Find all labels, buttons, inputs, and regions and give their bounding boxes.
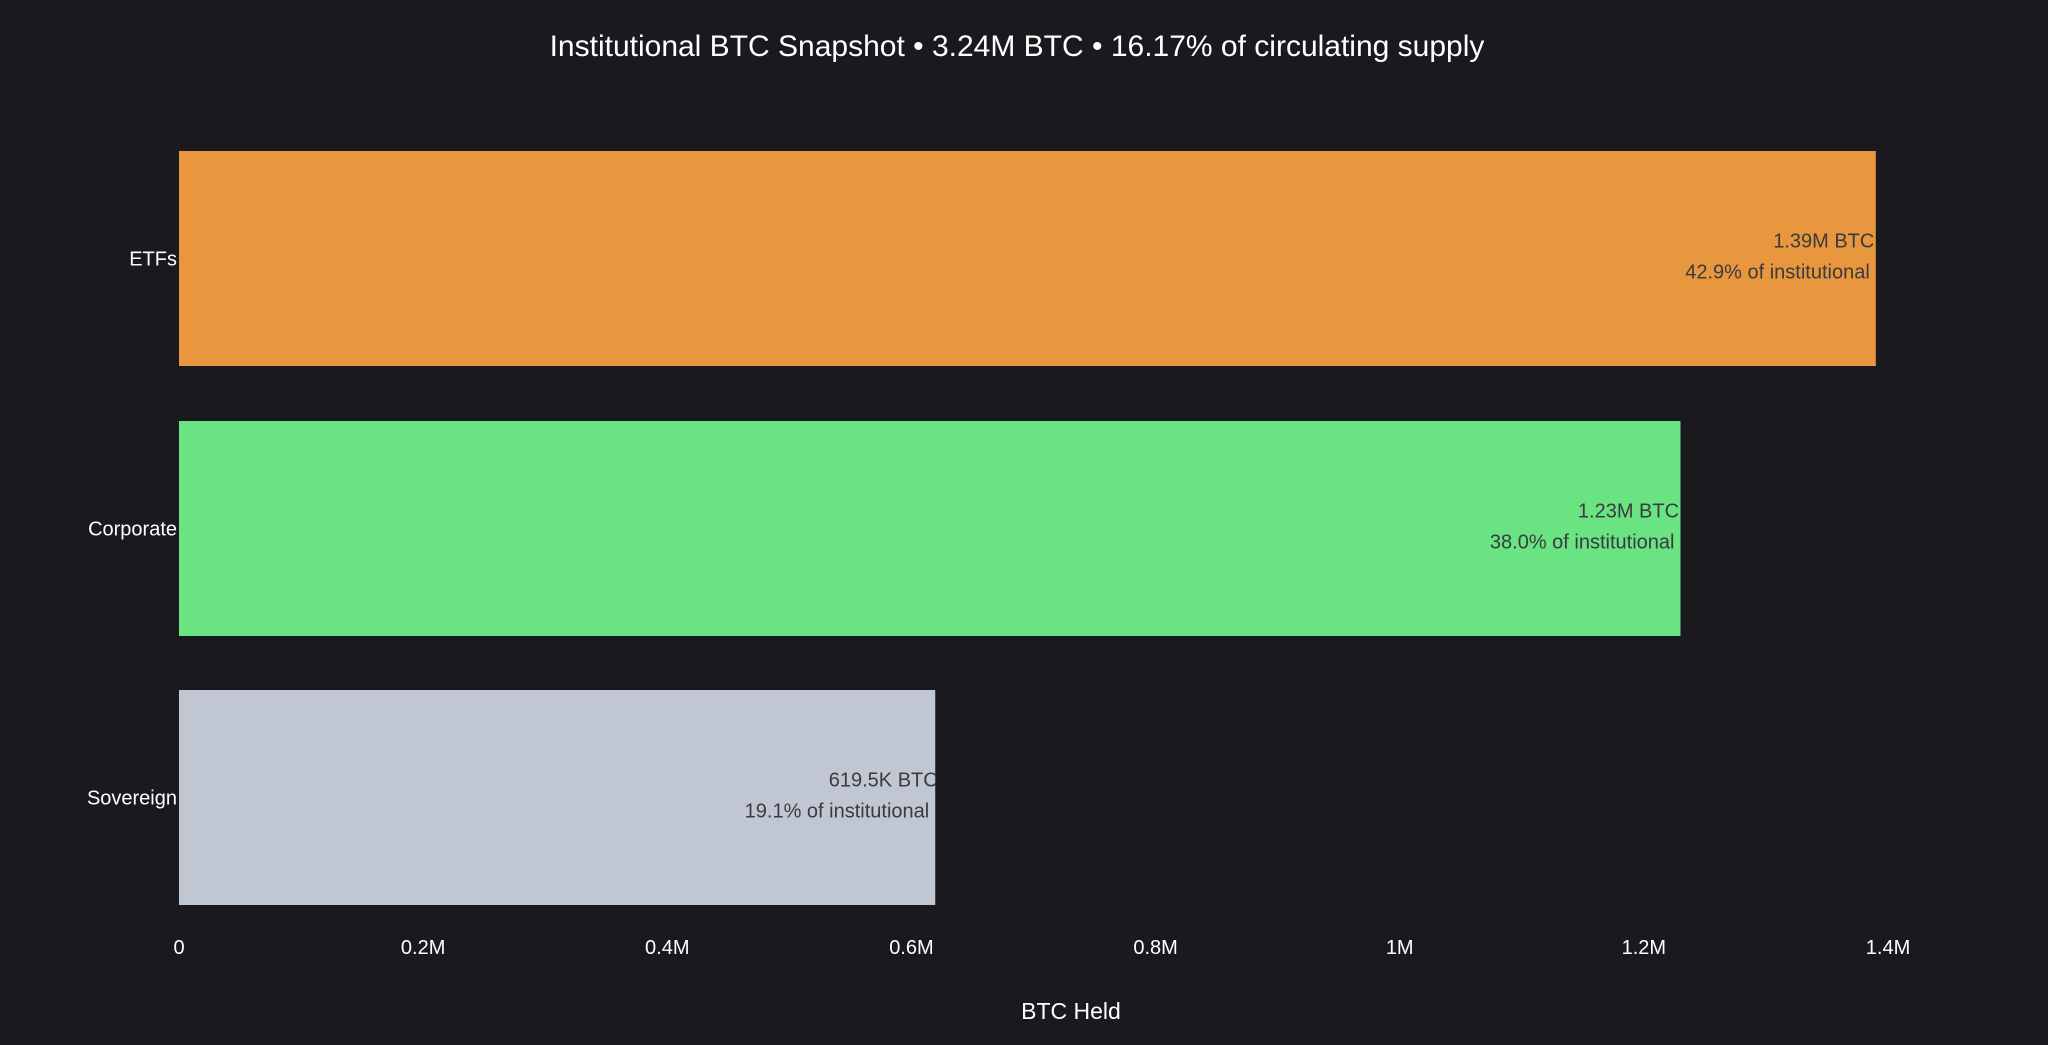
x-tick-label: 0.8M bbox=[1133, 937, 1177, 959]
x-tick-label: 0.4M bbox=[645, 937, 689, 959]
chart-title: Institutional BTC Snapshot • 3.24M BTC •… bbox=[550, 30, 1485, 63]
x-axis-ticks: 0 0.2M 0.4M 0.6M 0.8M 1M 1.2M 1.4M bbox=[173, 937, 1910, 959]
x-tick-label: 0 bbox=[173, 937, 184, 959]
bar-value-label-sovereign: 619.5K BTC bbox=[829, 770, 938, 792]
bar-label-sovereign: 619.5K BTC 19.1% of institutional bbox=[745, 770, 938, 823]
x-tick-label: 1.2M bbox=[1622, 937, 1666, 959]
bar-label-corporate: 1.23M BTC 38.0% of institutional bbox=[1490, 501, 1679, 554]
x-tick-label: 0.2M bbox=[401, 937, 445, 959]
x-tick-label: 1.4M bbox=[1866, 937, 1910, 959]
x-tick-label: 1M bbox=[1386, 937, 1414, 959]
bar-corporate bbox=[179, 421, 1681, 636]
bar-etfs bbox=[179, 151, 1876, 366]
category-label-etfs: ETFs bbox=[129, 249, 177, 271]
bars-group: ETFs 1.39M BTC 42.9% of institutional Corpo… bbox=[87, 151, 1876, 905]
bar-label-etfs: 1.39M BTC 42.9% of institutional bbox=[1685, 231, 1874, 284]
x-tick-label: 0.6M bbox=[889, 937, 933, 959]
bar-sovereign bbox=[179, 690, 936, 905]
bar-share-label-corporate: 38.0% of institutional bbox=[1490, 532, 1675, 554]
bar-value-label-corporate: 1.23M BTC bbox=[1578, 501, 1679, 523]
bar-value-label-etfs: 1.39M BTC bbox=[1773, 231, 1874, 253]
category-label-sovereign: Sovereign bbox=[87, 788, 177, 810]
bar-share-label-etfs: 42.9% of institutional bbox=[1685, 262, 1870, 284]
x-axis-title: BTC Held bbox=[1021, 998, 1121, 1024]
category-label-corporate: Corporate bbox=[88, 519, 177, 541]
bar-share-label-sovereign: 19.1% of institutional bbox=[745, 801, 930, 823]
